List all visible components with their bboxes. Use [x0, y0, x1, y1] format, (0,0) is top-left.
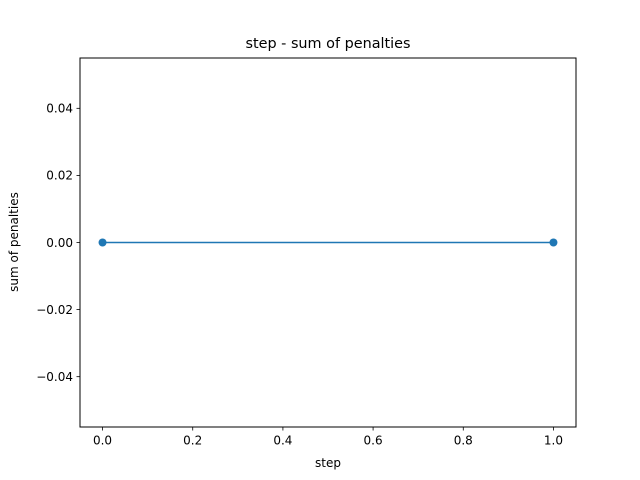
y-tick-label: −0.04 — [36, 370, 73, 384]
x-tick-label: 0.2 — [183, 434, 202, 448]
x-tick-label: 0.6 — [364, 434, 383, 448]
y-tick-label: 0.02 — [46, 169, 73, 183]
x-tick-label: 1.0 — [544, 434, 563, 448]
x-tick-label: 0.8 — [454, 434, 473, 448]
data-point — [98, 238, 107, 247]
y-tick-label: −0.02 — [36, 303, 73, 317]
y-axis: −0.04 −0.02 0.00 0.02 0.04 — [36, 102, 80, 384]
y-tick-label: 0.04 — [46, 102, 73, 116]
x-axis: 0.0 0.2 0.4 0.6 0.8 1.0 — [93, 427, 563, 448]
y-tick-label: 0.00 — [46, 236, 73, 250]
x-axis-label: step — [315, 456, 341, 470]
x-tick-label: 0.4 — [273, 434, 292, 448]
series-layer — [98, 238, 558, 247]
data-point — [549, 238, 558, 247]
chart-title: step - sum of penalties — [245, 36, 410, 52]
y-axis-label: sum of penalties — [7, 192, 21, 292]
x-tick-label: 0.0 — [93, 434, 112, 448]
